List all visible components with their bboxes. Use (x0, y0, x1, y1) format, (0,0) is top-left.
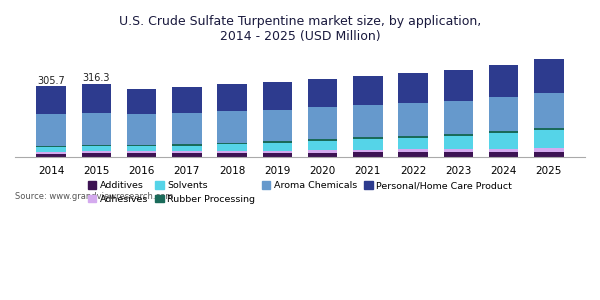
Bar (127, 146, 157, 151)
Bar (37, 147, 66, 152)
Bar (263, 143, 292, 151)
Bar (172, 113, 202, 144)
Bar (127, 145, 157, 146)
Bar (127, 114, 157, 145)
Bar (217, 151, 247, 153)
Bar (37, 114, 66, 146)
Bar (217, 84, 247, 111)
Bar (172, 144, 202, 146)
Bar (353, 150, 383, 152)
Bar (127, 89, 157, 114)
Bar (308, 150, 337, 153)
Bar (82, 146, 111, 151)
Bar (489, 97, 518, 131)
Bar (82, 145, 111, 146)
Bar (489, 148, 518, 152)
Bar (127, 151, 157, 153)
Bar (217, 111, 247, 142)
Bar (217, 142, 247, 144)
Bar (82, 153, 111, 157)
Bar (443, 152, 473, 157)
Bar (398, 73, 428, 103)
Bar (82, 151, 111, 153)
Bar (443, 100, 473, 134)
Bar (82, 84, 111, 113)
Bar (263, 82, 292, 110)
Bar (353, 139, 383, 150)
Legend: Additives, Adhesives, Solvents, Rubber Processing, Aroma Chemicals, Personal/Hom: Additives, Adhesives, Solvents, Rubber P… (88, 182, 512, 204)
Text: 305.7: 305.7 (37, 76, 65, 85)
Bar (37, 146, 66, 147)
Bar (353, 152, 383, 157)
Bar (534, 130, 563, 148)
Bar (353, 76, 383, 105)
Bar (398, 152, 428, 157)
Bar (82, 113, 111, 145)
Bar (172, 153, 202, 157)
Bar (172, 87, 202, 113)
Bar (489, 134, 518, 148)
Bar (443, 70, 473, 100)
Bar (263, 151, 292, 153)
Bar (172, 146, 202, 151)
Text: Source: www.grandviewresearch.com: Source: www.grandviewresearch.com (15, 192, 173, 201)
Bar (37, 154, 66, 157)
Bar (534, 128, 563, 130)
Bar (37, 152, 66, 154)
Bar (308, 107, 337, 139)
Bar (398, 136, 428, 138)
Bar (263, 141, 292, 143)
Bar (534, 152, 563, 157)
Bar (308, 153, 337, 157)
Bar (443, 149, 473, 152)
Title: U.S. Crude Sulfate Turpentine market size, by application,
2014 - 2025 (USD Mill: U.S. Crude Sulfate Turpentine market siz… (119, 15, 481, 43)
Bar (534, 148, 563, 152)
Bar (308, 139, 337, 141)
Bar (534, 59, 563, 93)
Bar (172, 151, 202, 153)
Bar (308, 79, 337, 107)
Bar (217, 144, 247, 151)
Bar (353, 105, 383, 137)
Bar (398, 149, 428, 152)
Bar (489, 131, 518, 134)
Bar (217, 153, 247, 157)
Bar (353, 137, 383, 139)
Bar (443, 134, 473, 136)
Bar (127, 153, 157, 157)
Bar (398, 138, 428, 149)
Bar (263, 110, 292, 141)
Bar (489, 152, 518, 157)
Text: 316.3: 316.3 (83, 73, 110, 83)
Bar (263, 153, 292, 157)
Bar (308, 141, 337, 150)
Bar (37, 86, 66, 114)
Bar (443, 136, 473, 149)
Bar (534, 93, 563, 128)
Bar (489, 65, 518, 97)
Bar (398, 103, 428, 136)
